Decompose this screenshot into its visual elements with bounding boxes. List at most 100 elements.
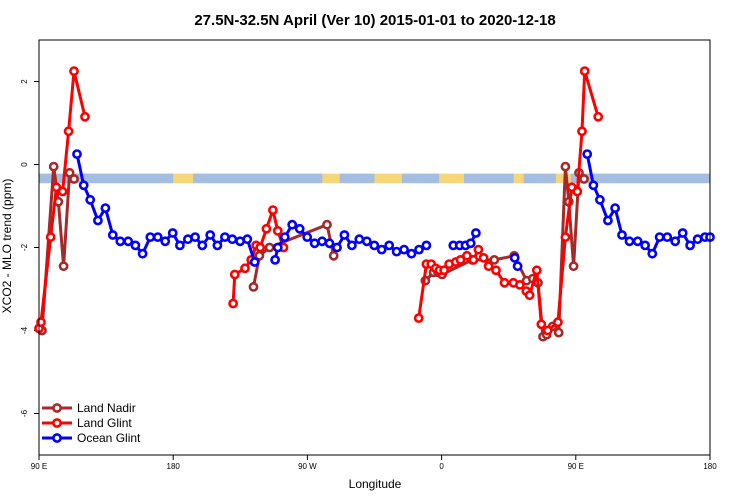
data-point-ocean-glint: [512, 261, 523, 272]
y-tick-label: -4: [20, 326, 29, 334]
y-tick-label: -2: [20, 243, 29, 251]
data-point-ocean-glint: [152, 232, 163, 242]
x-axis-label: Longitude: [349, 477, 402, 491]
data-point-ocean-glint: [190, 232, 200, 242]
legend-label: Land Nadir: [77, 401, 136, 415]
data-point-land-glint: [439, 265, 449, 276]
legend-marker: [52, 418, 62, 428]
data-point-ocean-glint: [93, 215, 103, 226]
plot-frame: [38, 39, 711, 456]
ocean-band-segment: [523, 173, 556, 184]
data-point-ocean-glint: [242, 234, 253, 245]
data-point-ocean-glint: [376, 244, 387, 255]
data-point-ocean-glint: [632, 236, 643, 247]
data-point-ocean-glint: [100, 203, 111, 213]
land-mask-band: [39, 173, 710, 184]
data-point-land-glint: [515, 279, 525, 290]
data-point-land-glint: [483, 261, 494, 272]
data-point-land-glint: [531, 265, 542, 276]
data-point-ocean-glint: [406, 248, 417, 259]
data-point-land-nadir: [553, 327, 564, 338]
legend-item-land-nadir: Land Nadir: [42, 401, 136, 415]
data-point-ocean-glint: [361, 236, 372, 247]
x-tick-label: 90 E: [568, 462, 584, 471]
x-tick-label: 90 W: [298, 462, 317, 471]
data-point-ocean-glint: [640, 240, 650, 251]
data-point-land-glint: [491, 265, 501, 276]
data-point-land-glint: [63, 126, 74, 137]
data-point-land-glint: [267, 205, 278, 215]
data-point-land-nadir: [568, 261, 579, 272]
data-point-ocean-glint: [167, 228, 178, 238]
data-point-ocean-glint: [174, 240, 185, 251]
legend-label: Ocean Glint: [77, 431, 141, 445]
data-point-ocean-glint: [145, 232, 156, 242]
ocean-band-segment: [570, 173, 710, 184]
data-point-land-glint: [577, 126, 587, 137]
data-point-ocean-glint: [332, 242, 342, 253]
data-point-ocean-glint: [470, 228, 481, 238]
data-point-land-glint: [69, 66, 79, 76]
data-point-land-nadir: [64, 167, 75, 178]
x-tick-label: 180: [703, 462, 717, 471]
data-point-ocean-glint: [197, 240, 208, 251]
ocean-band-segment: [39, 173, 174, 184]
data-point-ocean-glint: [160, 236, 171, 247]
data-point-ocean-glint: [582, 149, 593, 159]
y-tick-label: -6: [20, 409, 29, 417]
data-point-ocean-glint: [270, 254, 280, 265]
data-point-ocean-glint: [339, 230, 350, 240]
data-point-ocean-glint: [369, 240, 380, 251]
data-point-ocean-glint: [414, 244, 424, 255]
data-point-ocean-glint: [115, 236, 126, 247]
y-tick-label: 2: [20, 79, 29, 84]
data-point-ocean-glint: [309, 238, 320, 249]
data-point-land-glint: [473, 244, 484, 255]
data-point-ocean-glint: [624, 236, 635, 247]
data-point-ocean-glint: [287, 219, 298, 230]
data-point-land-glint: [579, 66, 590, 76]
data-point-land-glint: [560, 232, 571, 242]
data-point-ocean-glint: [302, 232, 313, 242]
data-point-land-glint: [461, 250, 472, 261]
data-point-ocean-glint: [647, 248, 658, 259]
data-point-ocean-glint: [670, 236, 681, 247]
data-point-land-glint: [45, 232, 56, 242]
ocean-band-segment: [339, 173, 375, 184]
data-point-ocean-glint: [610, 203, 620, 213]
data-point-ocean-glint: [279, 232, 290, 242]
data-point-ocean-glint: [465, 238, 476, 249]
data-point-land-glint: [51, 182, 62, 193]
data-point-land-nadir: [69, 174, 79, 184]
data-point-land-nadir: [328, 250, 339, 261]
data-point-ocean-glint: [595, 194, 605, 205]
data-point-ocean-glint: [205, 230, 216, 240]
ocean-band-segment: [463, 173, 514, 184]
x-axis-ticks: 90 E 180 90 W 0 90 E 180: [31, 455, 717, 471]
data-point-ocean-glint: [384, 240, 395, 251]
data-point-land-glint: [261, 223, 272, 234]
data-point-land-nadir: [48, 161, 59, 172]
data-point-ocean-glint: [85, 194, 96, 205]
data-point-land-glint: [542, 325, 553, 336]
data-point-land-glint: [499, 277, 510, 288]
data-point-ocean-glint: [137, 248, 148, 259]
series-land-nadir: [37, 161, 589, 342]
legend-item-ocean-glint: Ocean Glint: [42, 431, 141, 445]
data-point-land-glint: [228, 298, 238, 309]
data-point-ocean-glint: [509, 252, 520, 263]
data-point-land-glint: [229, 269, 240, 280]
data-point-ocean-glint: [354, 234, 365, 245]
data-point-land-glint: [272, 225, 283, 236]
data-point-ocean-glint: [294, 223, 305, 234]
series-layer: [34, 66, 715, 342]
data-point-land-nadir: [264, 242, 275, 253]
data-point-land-glint: [524, 290, 535, 301]
y-axis-label: XCO2 - MLO trend (ppm): [0, 179, 14, 314]
y-axis-ticks: -6 -4 -2 0 2: [20, 79, 39, 417]
y-tick-label: 0: [20, 162, 29, 167]
data-point-land-glint: [80, 111, 90, 122]
data-point-ocean-glint: [391, 246, 402, 257]
